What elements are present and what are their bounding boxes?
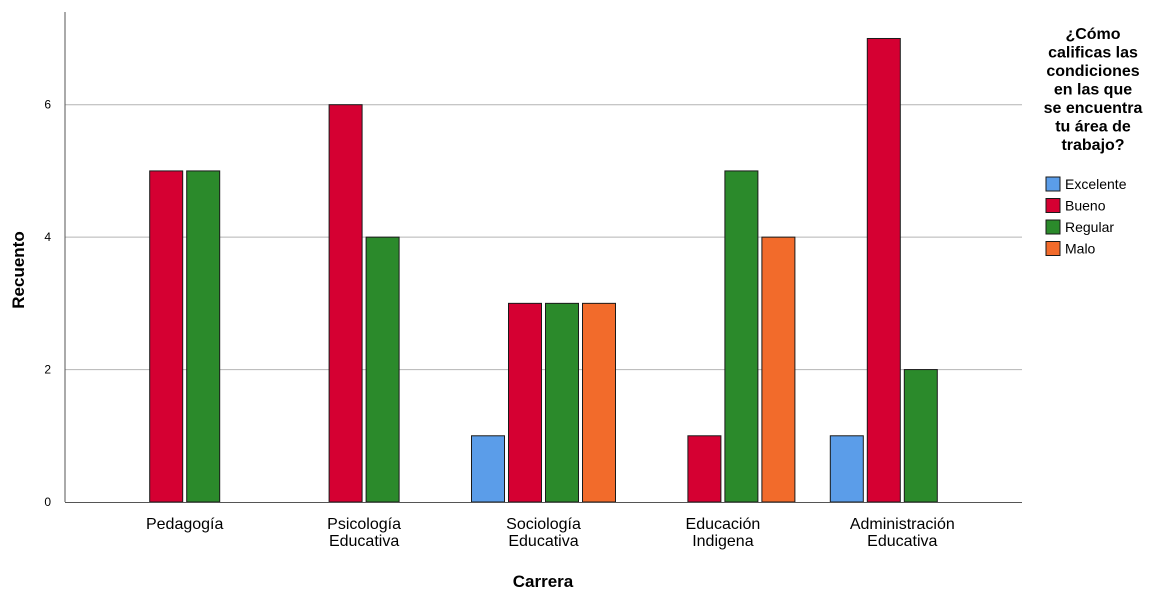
x-category-label-line: Administración bbox=[850, 516, 955, 533]
x-category-label-line: Indigena bbox=[692, 533, 753, 550]
x-category-label-line: Educación bbox=[686, 516, 761, 533]
gridlines bbox=[65, 104, 1022, 371]
x-category-label-line: Educativa bbox=[867, 533, 937, 550]
y-tick-label: 4 bbox=[44, 230, 51, 244]
legend-swatch-bueno bbox=[1045, 198, 1061, 213]
legend-title-line: ¿Cómo bbox=[1065, 26, 1120, 43]
x-category-label: Educación Indigena bbox=[686, 516, 761, 550]
y-tick-label: 0 bbox=[44, 495, 51, 509]
x-category-label: Sociología Educativa bbox=[506, 516, 581, 550]
x-category-label: Psicología Educativa bbox=[327, 516, 401, 550]
bar-bueno bbox=[687, 435, 722, 503]
x-category-label-line: Educativa bbox=[508, 533, 578, 550]
legend-label-excelente: Excelente bbox=[1065, 176, 1127, 192]
bar-excelente bbox=[471, 435, 505, 503]
legend-swatch-malo bbox=[1045, 241, 1061, 256]
bar-regular bbox=[724, 170, 759, 503]
y-tick-labels: 0 2 4 6 bbox=[44, 98, 51, 509]
x-category-label: Administración Educativa bbox=[850, 516, 955, 550]
x-category-label-line: Psicología bbox=[327, 516, 401, 533]
legend-title-line: trabajo? bbox=[1061, 137, 1124, 154]
legend-swatch-regular bbox=[1045, 219, 1061, 235]
x-category-label-line: Educativa bbox=[329, 533, 399, 550]
bar-regular bbox=[903, 369, 938, 503]
y-tick-label: 6 bbox=[44, 98, 51, 112]
legend-title-line: se encuentra bbox=[1044, 100, 1143, 117]
legend-title-line: tu área de bbox=[1055, 119, 1131, 136]
x-category-label-line: Pedagogía bbox=[146, 516, 224, 533]
legend-title: ¿Cómo calificas las condiciones en las que s… bbox=[1044, 26, 1143, 154]
legend-title-line: calificas las bbox=[1048, 45, 1138, 62]
x-category-label-line: Sociología bbox=[506, 516, 581, 533]
legend: ¿Cómo calificas las condiciones en las que s… bbox=[1044, 26, 1143, 257]
bar-bueno bbox=[508, 302, 542, 503]
legend-label-malo: Malo bbox=[1065, 241, 1096, 257]
legend-swatch-excelente bbox=[1045, 176, 1061, 192]
legend-label-regular: Regular bbox=[1065, 219, 1114, 235]
legend-title-line: en las que bbox=[1054, 82, 1132, 99]
bar-excelente bbox=[829, 435, 864, 503]
y-axis-title: Recuento bbox=[9, 231, 28, 308]
x-category-label: Pedagogía bbox=[146, 516, 224, 533]
bars bbox=[149, 37, 938, 503]
axes bbox=[64, 12, 1022, 503]
bar-malo bbox=[582, 302, 616, 503]
bar-regular bbox=[545, 302, 579, 503]
bar-bueno bbox=[149, 170, 184, 503]
bar-malo bbox=[761, 236, 796, 503]
bar-regular bbox=[365, 236, 400, 503]
legend-label-bueno: Bueno bbox=[1065, 198, 1106, 214]
x-axis-title: Carrera bbox=[513, 572, 574, 591]
bar-regular bbox=[186, 170, 221, 503]
bar-bueno bbox=[328, 104, 363, 503]
bar-bueno bbox=[866, 37, 901, 503]
legend-title-line: condiciones bbox=[1046, 63, 1139, 80]
y-tick-label: 2 bbox=[44, 363, 51, 377]
